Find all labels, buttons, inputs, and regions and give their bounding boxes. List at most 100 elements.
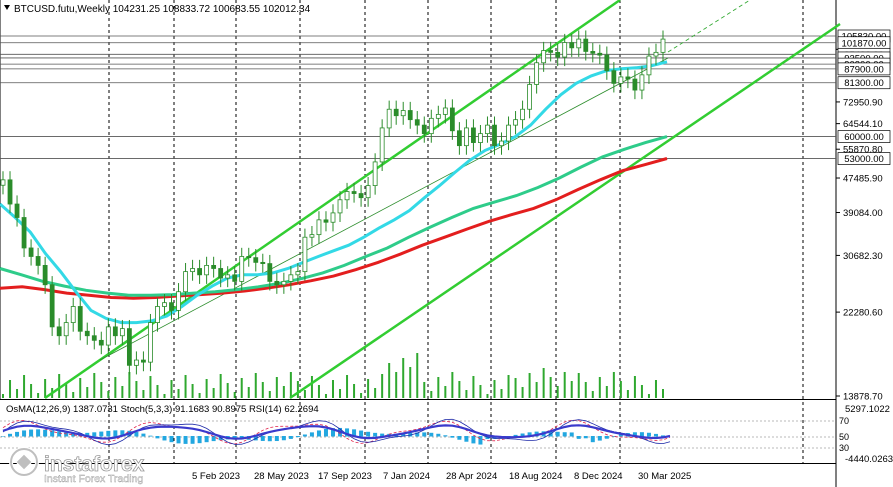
osma-bar (309, 432, 314, 437)
osma-bar (373, 432, 378, 437)
candle-body (239, 256, 245, 282)
candle-body (232, 274, 238, 282)
candle-body (597, 52, 603, 56)
osma-bar (639, 432, 644, 437)
panel-frames (0, 0, 837, 487)
osma-bar (569, 432, 574, 437)
osma-bar (120, 430, 125, 437)
osma-bar (274, 436, 279, 442)
osma-bar (661, 435, 665, 437)
volume-bar (282, 386, 285, 398)
ma-slow-line (0, 157, 668, 300)
volume-bar (149, 376, 152, 398)
volume-bar (556, 386, 559, 398)
osma-bar (513, 434, 518, 437)
oscillator-level-label: 50 (839, 432, 849, 442)
osma-bar (380, 433, 385, 437)
moving-averages (0, 60, 668, 325)
osma-bar (281, 436, 286, 441)
candle-body (77, 306, 83, 332)
x-tick-label: 28 Apr 2024 (446, 471, 497, 482)
osma-bar (162, 436, 167, 441)
level-tag-label: 101870.00 (842, 38, 887, 49)
volume-bar (184, 375, 187, 398)
candle-body (14, 203, 20, 218)
volume-bar (86, 387, 89, 398)
osma-bar (457, 436, 462, 440)
osma-bar (555, 431, 560, 437)
osma-bar (562, 432, 567, 437)
volume-bar (275, 377, 278, 398)
candle-body (562, 42, 568, 58)
y-tick-label: 47485.90 (843, 174, 883, 185)
candle-body (555, 51, 561, 58)
candle-body (225, 274, 231, 279)
candle-body (541, 50, 547, 64)
volume-bar (633, 376, 636, 398)
volume-bar (374, 388, 377, 398)
candle-body (155, 306, 160, 324)
indicators-header: OsMA(12,26,9) 1387.0731 Stoch(5,3,3) 91.… (6, 404, 319, 415)
osma-bar (232, 436, 237, 440)
osma-scale-min: -4440.0263 (845, 454, 893, 465)
osma-bar (141, 433, 146, 437)
osma-bar (57, 431, 62, 437)
logo-tagline: Instant Forex Trading (44, 473, 143, 485)
candle-body (134, 359, 139, 366)
volume-bar (451, 372, 454, 398)
candle-body (618, 76, 624, 84)
channel-lower-line (289, 22, 841, 400)
candle-body (632, 78, 638, 91)
volume-bar (367, 379, 370, 398)
volume-bar (521, 387, 524, 398)
candle-body (611, 70, 617, 84)
osma-bar (36, 429, 41, 437)
candle-body (190, 268, 195, 273)
candle-body (421, 124, 427, 135)
candle-body (471, 127, 476, 143)
volume-bar (100, 382, 103, 398)
level-tag-box (837, 130, 891, 143)
volume-bar (423, 382, 426, 398)
candle-body (590, 51, 596, 54)
volume-bar (360, 393, 363, 398)
candle-body (386, 108, 392, 129)
candle-body (513, 119, 518, 126)
candle-body (253, 257, 259, 263)
volume-bar (570, 381, 573, 398)
osma-bar (71, 432, 76, 437)
volume-bar (268, 391, 271, 398)
candle-body (218, 268, 224, 279)
level-tag-label: 53000.00 (844, 154, 884, 165)
candle-body (63, 322, 69, 337)
volume-bar (458, 381, 461, 398)
instaforex-logo: instaforex Instant Forex Trading (9, 447, 145, 485)
volume-bar (324, 394, 327, 398)
osma-bar (302, 434, 307, 437)
osma-bar (1, 436, 5, 437)
channel-upper-line (44, 0, 621, 400)
osma-bar (22, 430, 27, 437)
volume-bar (605, 386, 608, 398)
candle-body (211, 265, 217, 269)
collapse-triangle-icon[interactable] (4, 5, 10, 10)
osma-bar (99, 431, 104, 437)
volume-bar (303, 390, 306, 398)
osma-bar (106, 430, 111, 437)
candle-body (358, 193, 364, 199)
y-tick-label: 30682.30 (843, 251, 883, 262)
oscillator-level-label: 70 (839, 416, 849, 426)
volume-bar (317, 385, 320, 398)
y-tick-label: 22280.60 (843, 308, 883, 319)
volume-bar (472, 376, 475, 398)
osma-bar (260, 436, 265, 441)
candle-body (176, 291, 181, 311)
candle-body (485, 124, 490, 135)
candle-body (372, 161, 378, 186)
candle-body (35, 256, 41, 266)
volume-bar (289, 372, 292, 398)
volume-bar (37, 393, 40, 398)
candle-body (42, 265, 48, 286)
candle-body (309, 234, 315, 238)
